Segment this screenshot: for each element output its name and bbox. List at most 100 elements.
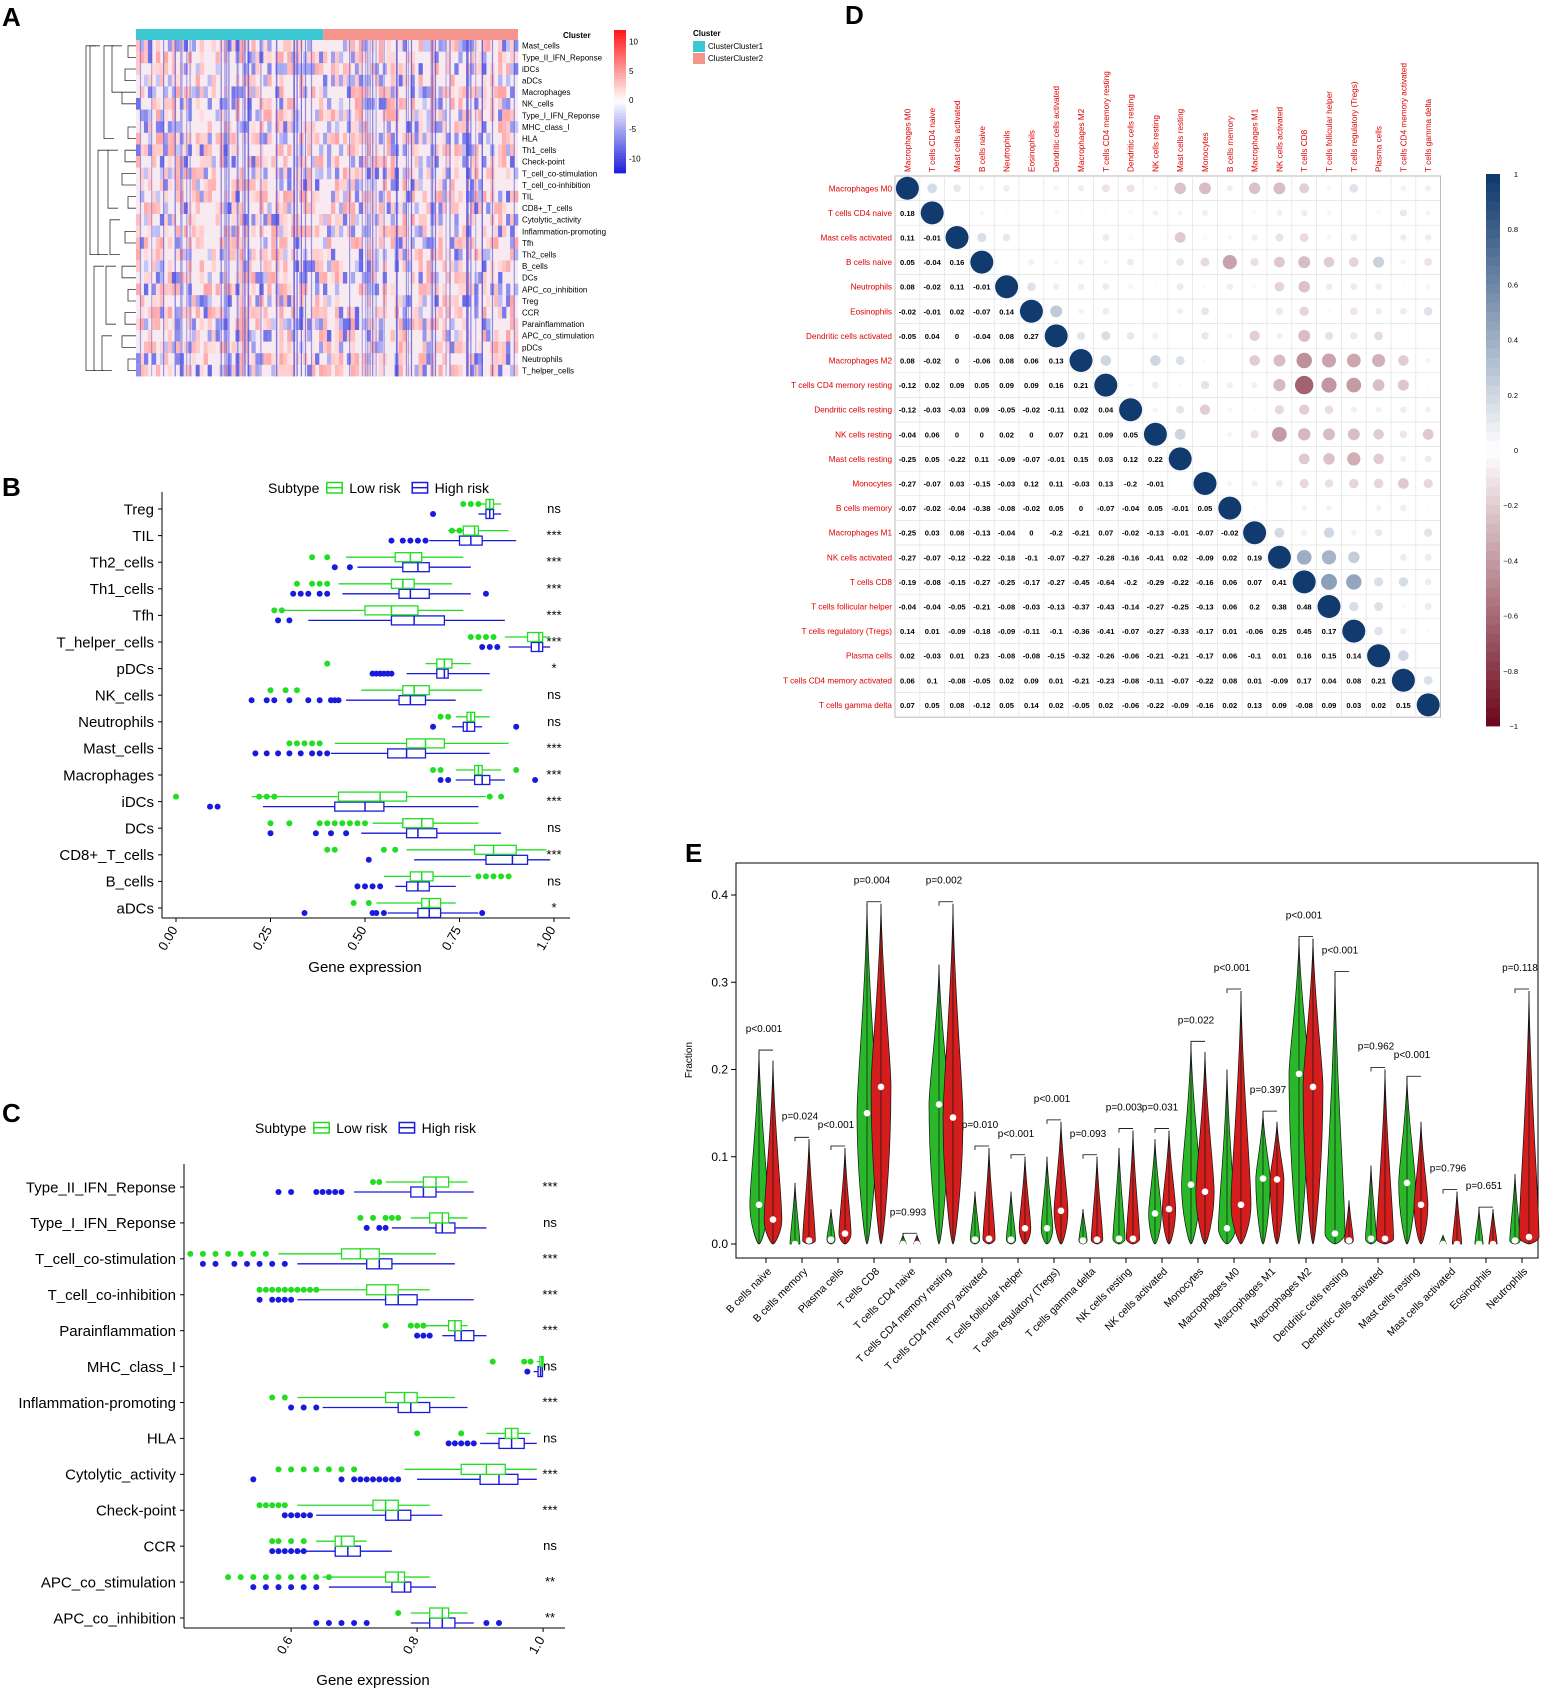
heatmap-cell [410, 132, 415, 145]
heatmap-cell [474, 295, 479, 307]
heatmap-cell [398, 225, 403, 238]
low-risk-outlier [288, 1574, 295, 1581]
heatmap-cell [426, 260, 431, 272]
correlation-value: -0.27 [1048, 578, 1065, 587]
correlation-value: -0.33 [1172, 627, 1189, 636]
p-value-label: p<0.001 [1394, 1050, 1431, 1061]
heatmap-cell [510, 156, 515, 168]
heatmap-cell [147, 202, 153, 214]
heatmap-cell [510, 144, 515, 156]
low-risk-box [334, 1535, 355, 1547]
heatmap-cell [454, 214, 459, 226]
low-risk-outlier [288, 1538, 295, 1545]
high-risk-outlier [250, 1584, 257, 1591]
correlation-value: 0.08 [999, 357, 1014, 366]
heatmap-cell [307, 132, 312, 145]
significance-bracket [1298, 936, 1313, 941]
significance-bracket [1046, 1119, 1061, 1124]
x-tick-label: 1.0 [526, 1633, 548, 1656]
heatmap-cell [147, 179, 153, 191]
heatmap-cell [159, 283, 165, 296]
heatmap-cell [514, 167, 519, 180]
heatmap-cell [466, 353, 471, 365]
column-label: Monocytes [1201, 132, 1210, 172]
correlation-circle [1252, 408, 1257, 412]
low-risk-outlier [307, 1286, 313, 1293]
heatmap-cell [426, 341, 431, 354]
heatmap-cell [239, 214, 244, 226]
high-risk-outlier [288, 1512, 295, 1519]
color-scale-segment [1486, 643, 1500, 653]
high-risk-outlier [354, 883, 361, 890]
correlation-value: -0.02 [1122, 529, 1139, 538]
heatmap-cell [354, 86, 360, 98]
heatmap-cell [136, 318, 141, 330]
heatmap-cell [151, 98, 157, 110]
heatmap-cell [474, 190, 479, 203]
heatmap-low-column [434, 40, 437, 377]
heatmap-cell [442, 318, 447, 330]
heatmap-cell [450, 295, 455, 307]
correlation-value: -0.09 [1271, 676, 1288, 685]
high-risk-outlier [451, 1440, 458, 1447]
heatmap-cell [163, 283, 169, 296]
heatmap-cell [478, 272, 483, 284]
heatmap-cell [506, 260, 511, 272]
heatmap-cell [362, 272, 368, 284]
heatmap-cell [199, 109, 204, 122]
low-risk-outlier [475, 501, 482, 507]
correlation-circle [1228, 457, 1232, 461]
heatmap-cell [271, 364, 276, 377]
high-risk-legend-label: High risk [435, 480, 490, 496]
heatmap-cell [410, 63, 415, 75]
heatmap-cell [159, 121, 165, 133]
heatmap-cell [438, 109, 443, 122]
low-risk-outlier [346, 820, 353, 827]
correlation-circle [1324, 405, 1334, 415]
heatmap-cell [231, 190, 236, 203]
heatmap-cell [334, 156, 340, 168]
low-risk-outlier [313, 1466, 320, 1473]
heatmap-cell [255, 272, 260, 284]
heatmap-cell [143, 202, 149, 214]
heatmap-cell [203, 167, 208, 180]
heatmap-cell [203, 353, 208, 365]
high-risk-outlier [286, 617, 293, 624]
heatmap-cell [231, 132, 236, 145]
heatmap-cell [466, 63, 471, 75]
low-risk-outlier [286, 740, 293, 747]
heatmap-cell [151, 341, 157, 354]
correlation-circle [1424, 578, 1432, 586]
low-risk-median-dot [1223, 1224, 1231, 1232]
color-scale-tick: 0.8 [1508, 225, 1518, 234]
heatmap-cell [263, 51, 268, 64]
correlation-circle [1028, 259, 1035, 266]
heatmap-cell [159, 74, 165, 87]
significance-bracket [1442, 1189, 1457, 1194]
heatmap-cell [215, 51, 220, 64]
heatmap-cell [163, 63, 169, 75]
column-label: T cells gamma delta [1424, 98, 1433, 172]
heatmap-cell [358, 283, 364, 296]
heatmap-cell [378, 341, 384, 354]
heatmap-cell [163, 167, 169, 180]
low-risk-outlier [262, 1250, 269, 1257]
heatmap-cell [147, 306, 153, 319]
heatmap-cell [223, 364, 228, 377]
heatmap-cell [410, 318, 415, 330]
row-label: Mast cells resting [829, 455, 893, 464]
heatmap-cell [338, 330, 344, 342]
heatmap-cell [267, 260, 272, 272]
heatmap-cell [410, 214, 415, 226]
heatmap-cell [514, 330, 519, 342]
high-risk-outlier [388, 537, 395, 544]
heatmap-cell [442, 40, 447, 52]
color-scale-segment [614, 170, 626, 174]
heatmap-cell [514, 341, 519, 354]
heatmap-cell [207, 341, 212, 354]
heatmap-cell [506, 144, 511, 156]
diagonal-circle [970, 250, 994, 274]
heatmap-cell [183, 40, 189, 52]
high-risk-outlier [430, 723, 437, 730]
heatmap-cell [191, 40, 196, 52]
